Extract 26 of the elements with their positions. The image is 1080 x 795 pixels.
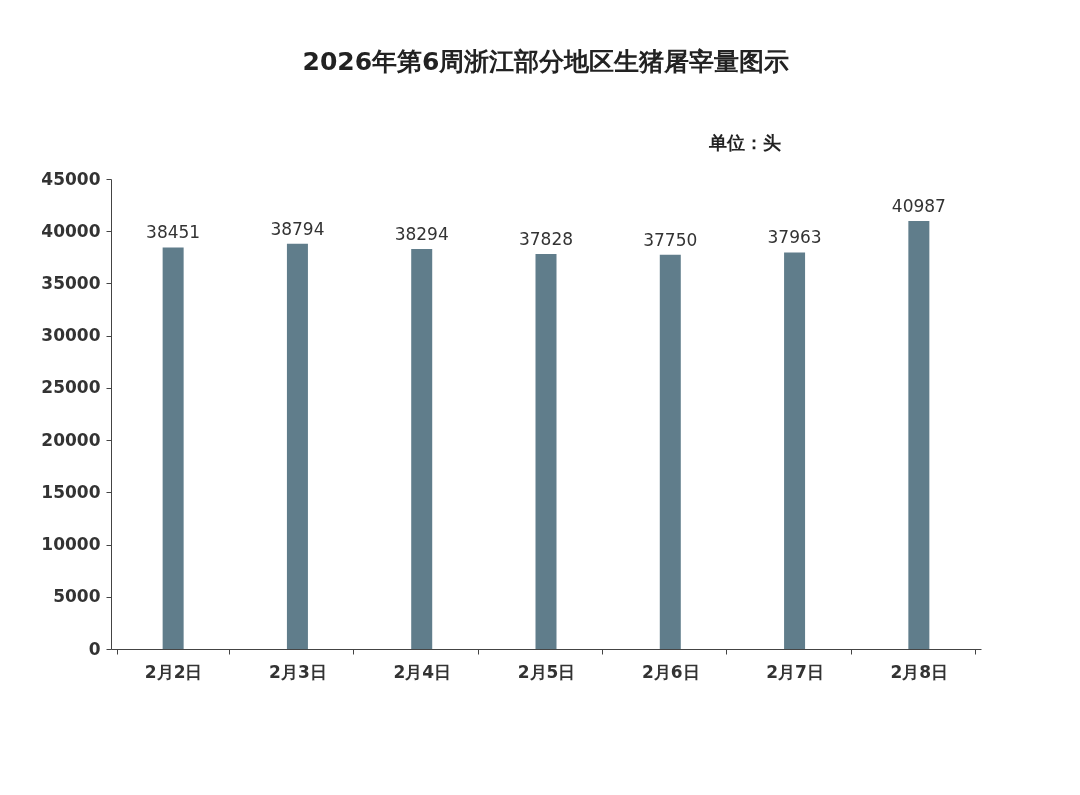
data-label: 37828 [518, 228, 574, 249]
data-label: 37963 [767, 227, 822, 248]
text: 单位：头 [708, 132, 781, 153]
y-tick-label: 30000 [41, 325, 101, 346]
x-tick-label: 2月5日 [517, 661, 576, 682]
x-tick-label: 2月7日 [766, 661, 824, 682]
x-tick-label: 2月2日 [144, 661, 203, 682]
y-tick-label: 15000 [41, 481, 101, 502]
x-tick-label: 2月4日 [393, 661, 452, 682]
y-tick-label: 35000 [41, 272, 101, 293]
y-tick-label: 0 [88, 638, 101, 659]
data-label: 38794 [270, 218, 325, 239]
y-tick-label: 5000 [53, 586, 101, 607]
y-tick-label: 45000 [41, 168, 101, 189]
chart-title: 2026年第6周浙江部分地区生猪屠宰量图示 [302, 47, 790, 76]
data-label: 37750 [643, 229, 698, 250]
y-tick-label: 10000 [41, 534, 101, 555]
data-label: 38451 [146, 222, 201, 243]
y-tick-label: 25000 [41, 377, 101, 398]
x-tick-label: 2月3日 [269, 661, 327, 682]
x-tick-label: 2月8日 [890, 661, 949, 682]
y-tick-label: 20000 [41, 429, 101, 450]
data-label: 40987 [891, 195, 946, 216]
y-tick-label: 40000 [41, 220, 101, 241]
data-label: 38294 [394, 224, 449, 245]
x-tick-label: 2月6日 [641, 661, 700, 682]
